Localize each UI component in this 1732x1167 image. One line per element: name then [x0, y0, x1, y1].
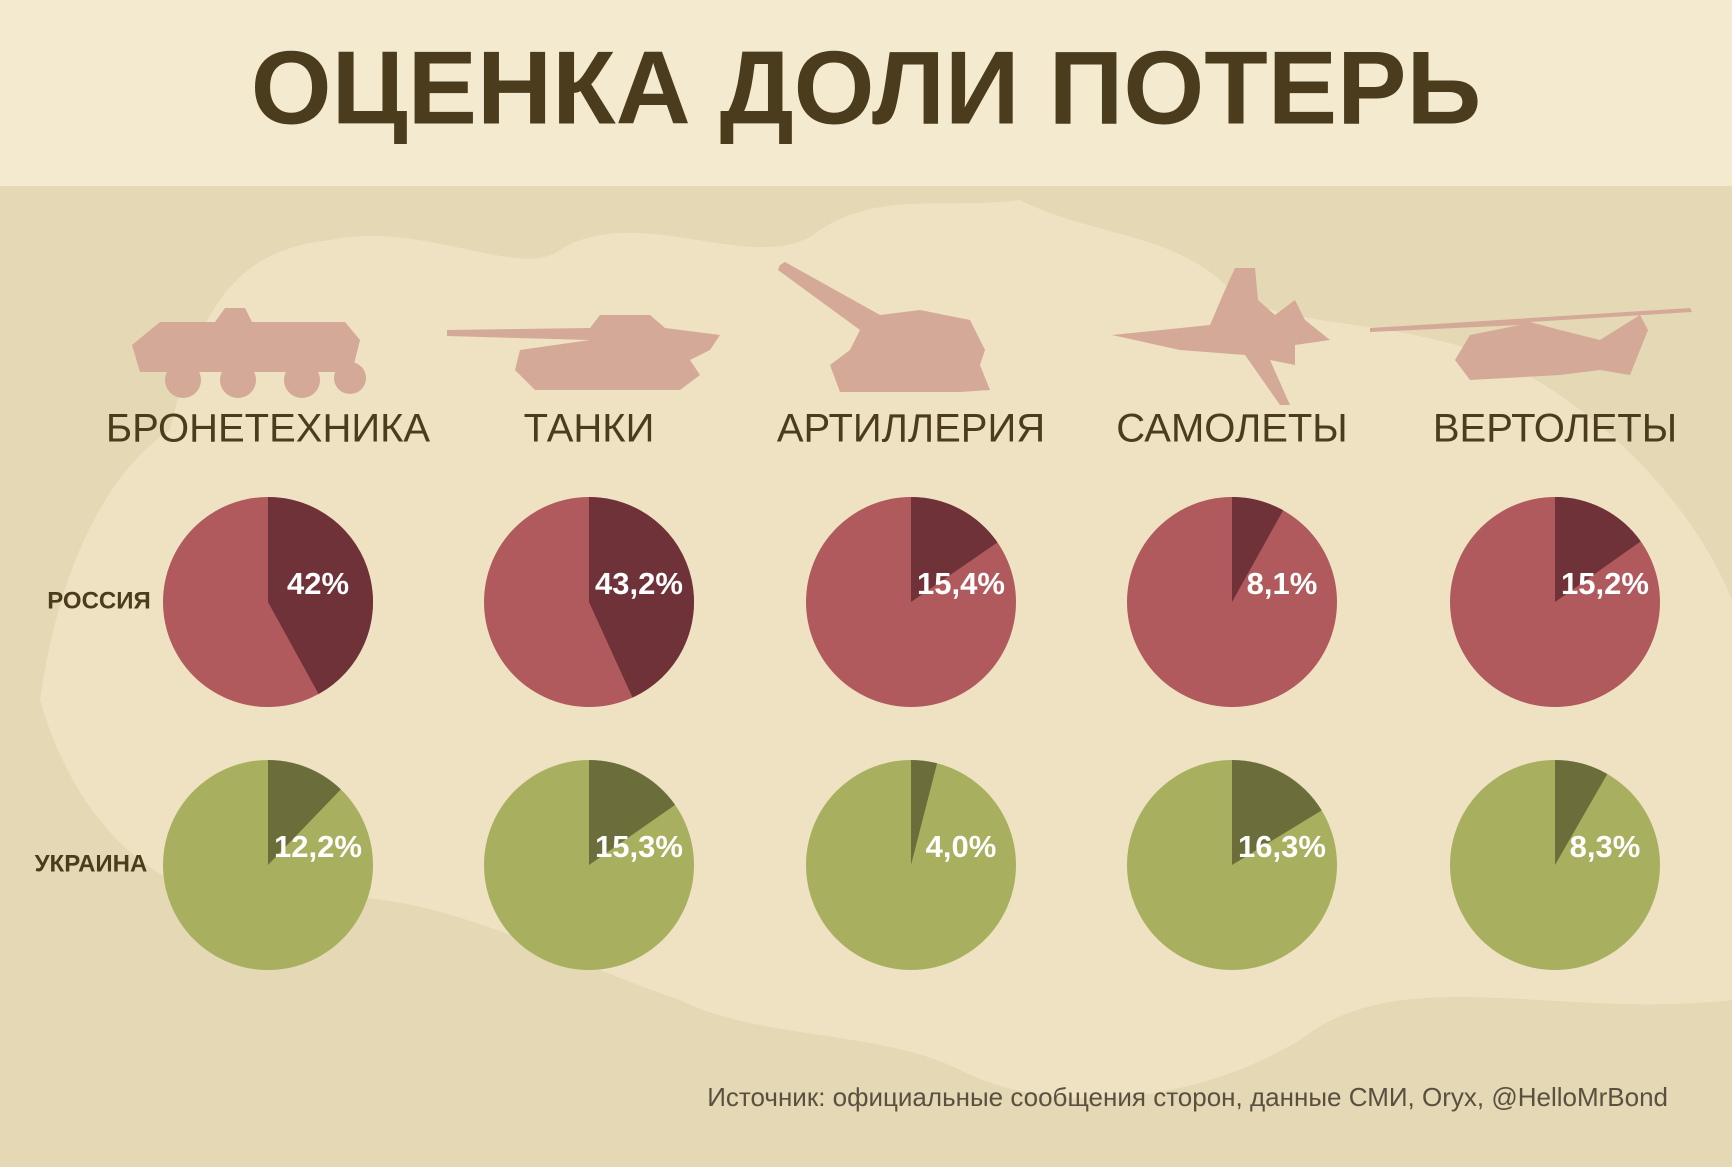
artillery-icon: [778, 262, 990, 392]
pie-slice: [1555, 760, 1608, 865]
title: ОЦЕНКА ДОЛИ ПОТЕРЬ: [251, 30, 1481, 146]
header-band: [0, 0, 1732, 186]
pie-slice: [1232, 760, 1322, 865]
value-label: 43,2%: [595, 566, 683, 601]
value-label: 15,2%: [1561, 566, 1649, 601]
value-label: 15,3%: [595, 829, 683, 864]
source-note: Источник: официальные сообщения сторон, …: [707, 1082, 1668, 1112]
row-label: РОССИЯ: [47, 587, 151, 614]
apc-wheel: [284, 362, 320, 398]
column-label: ВЕРТОЛЕТЫ: [1433, 407, 1677, 451]
column-label: САМОЛЕТЫ: [1116, 407, 1347, 451]
value-label: 15,4%: [917, 566, 1005, 601]
column-label: БРОНЕТЕХНИКА: [106, 407, 430, 451]
apc-wheel: [334, 362, 366, 394]
pie-slice: [1232, 497, 1284, 602]
apc-icon: [132, 308, 360, 372]
apc-wheel: [220, 362, 256, 398]
helicopter-icon: [1370, 308, 1692, 380]
pie-slice: [911, 497, 998, 602]
pie-slice: [1555, 497, 1641, 602]
value-label: 8,1%: [1247, 566, 1318, 601]
pie-slice: [911, 760, 938, 865]
row-label: УКРАИНА: [35, 850, 148, 877]
tank-icon: [447, 315, 720, 390]
pie-slice: [589, 760, 676, 865]
pie-slice: [268, 760, 341, 865]
column-label: АРТИЛЛЕРИЯ: [777, 407, 1045, 451]
vehicle-icons: [132, 262, 1692, 405]
plane-icon: [1112, 268, 1330, 405]
value-label: 4,0%: [926, 829, 997, 864]
pie-slice: [589, 497, 695, 698]
apc-wheel: [165, 362, 201, 398]
pie-slice: [268, 497, 373, 695]
column-label: ТАНКИ: [524, 407, 655, 451]
value-label: 42%: [287, 566, 349, 601]
value-label: 16,3%: [1238, 829, 1326, 864]
value-label: 8,3%: [1570, 829, 1641, 864]
value-label: 12,2%: [274, 829, 362, 864]
